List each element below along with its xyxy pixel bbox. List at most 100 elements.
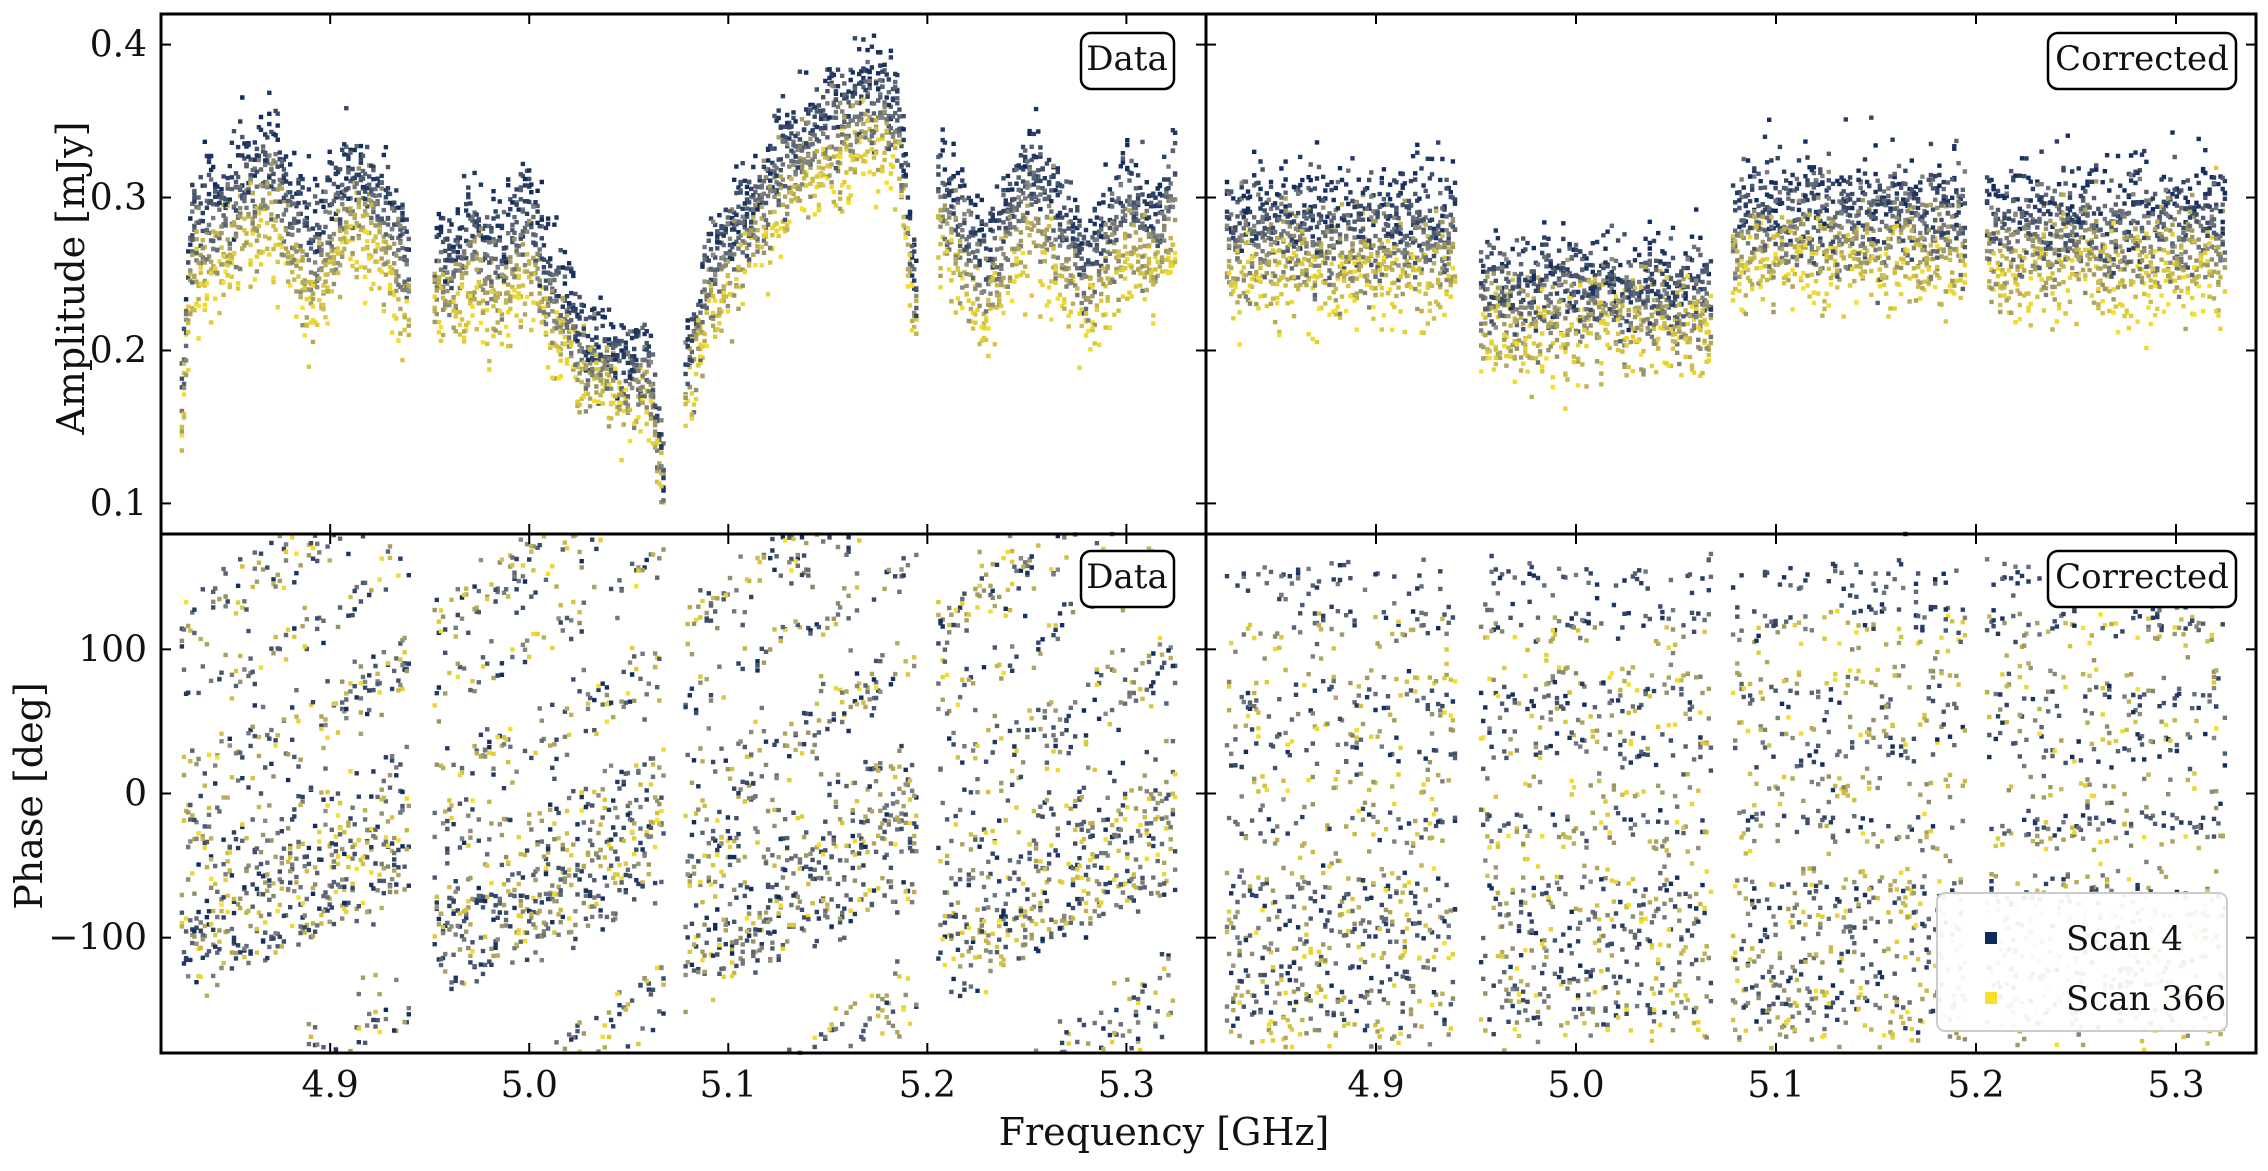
scatter-point-group <box>198 647 1130 980</box>
scatter-point-group <box>1012 246 1017 252</box>
scatter-point-group <box>358 538 788 875</box>
scatter-point-group <box>190 249 195 254</box>
scatter-point-group <box>1856 200 2219 241</box>
scatter-point-group <box>1352 701 1522 837</box>
scatter-point-group <box>592 682 1106 942</box>
scatter-point-group <box>292 591 1110 947</box>
x-tick-label: 4.9 <box>1347 1065 1404 1106</box>
scatter-point-group <box>1224 576 1912 1005</box>
scatter-point-group <box>476 588 1067 1054</box>
scatter-point-group <box>1262 839 1494 950</box>
y-tick-label: 0 <box>124 774 147 815</box>
scatter-point-group <box>818 1032 824 1037</box>
scatter-point-group <box>1516 999 1522 1004</box>
scatter-point-group <box>217 565 984 952</box>
scatter-point-group <box>1941 571 1946 576</box>
scatter-point-group <box>1306 672 1614 718</box>
scatter-point-group <box>2002 831 2007 836</box>
scatter-point-group <box>1850 237 1855 242</box>
scatter-point-group <box>1237 604 1753 1015</box>
scatter-point-group <box>396 678 401 683</box>
scatter-point-group <box>1304 650 1802 1022</box>
scatter-point-group <box>1698 346 1703 351</box>
scatter-point-group <box>1796 586 1802 591</box>
scatter-point-group <box>1561 272 1566 278</box>
scatter-point-group <box>1926 280 1931 286</box>
scatter-point-group <box>238 206 1050 290</box>
scatter-point-group <box>1620 299 1625 304</box>
scatter-point-group <box>186 565 1178 929</box>
scatter-point-group <box>2035 888 2040 893</box>
scatter-point-group <box>1843 909 1848 914</box>
scatter-point-group <box>263 568 1004 925</box>
scatter-point-group <box>331 630 1028 919</box>
scatter-point-group <box>1775 715 1780 721</box>
scatter-point-group <box>1350 168 2142 312</box>
scatter-point-group <box>1249 1040 1255 1045</box>
scatter-point-group <box>1962 615 1968 620</box>
panel-tag-phase-corrected: Corrected <box>2046 549 2238 609</box>
scatter-point-group <box>298 106 1039 292</box>
scatter-point-group <box>1807 240 1812 246</box>
scatter-point-group <box>629 368 635 373</box>
scatter-point-group <box>859 134 864 140</box>
scatter-point-group <box>233 623 993 1040</box>
scatter-point-group <box>1293 171 2092 244</box>
scatter-point-group <box>2214 262 2219 267</box>
scatter-point-group <box>1155 233 1160 238</box>
scatter-point-group <box>646 605 1134 953</box>
scatter-point-group <box>434 587 1137 1007</box>
x-tick-label: 5.2 <box>899 1065 956 1106</box>
scatter-point-group <box>1628 929 1633 934</box>
scatter-point-group <box>223 560 1065 951</box>
panel-frame-amp-corrected <box>1204 12 2258 536</box>
scatter-point-group <box>1262 198 2199 364</box>
scatter-point-group <box>1573 671 1953 800</box>
scatter-point-group <box>506 759 726 935</box>
scatter-point-group <box>190 209 195 214</box>
scatter-point-group <box>738 554 832 724</box>
scatter-point-group <box>283 701 1128 902</box>
scatter-point-group <box>1289 244 2177 369</box>
scatter-point-group <box>240 536 1071 1036</box>
scatter-point-group <box>489 296 494 302</box>
scatter-point-group <box>229 584 597 955</box>
scatter-point-group <box>240 594 1045 944</box>
scatter-point-group <box>265 688 974 989</box>
scatter-point-group <box>1033 846 1039 851</box>
scatter-point-group <box>250 532 1078 945</box>
scatter-point-group <box>321 578 1100 902</box>
scatter-point-group <box>298 560 1095 911</box>
x-tick-label: 5.3 <box>1098 1065 1155 1106</box>
scatter-point-group <box>342 206 995 307</box>
scatter-point-group <box>685 872 690 877</box>
scatter-point-group <box>2135 319 2140 324</box>
scatter-point-group <box>275 646 1178 1003</box>
scatter-point-group <box>438 646 1002 943</box>
scatter-point-group <box>1245 237 2195 378</box>
scatter-point-group <box>1327 635 2158 890</box>
scatter-point-group <box>2211 685 2217 691</box>
scatter-point-group <box>564 153 1093 362</box>
scatter-point-group <box>188 587 1039 1023</box>
scatter-point-group <box>1304 258 2051 273</box>
scatter-point-group <box>294 167 1178 399</box>
scatter-point-group <box>1569 273 1574 279</box>
scatter-point-group <box>369 588 855 813</box>
scatter-point-group <box>632 698 637 703</box>
y-axis-title-amplitude: Amplitude [mJy] <box>49 121 93 435</box>
scatter-point-group <box>325 208 1163 409</box>
scatter-point-group <box>1499 177 2066 328</box>
scatter-point-group <box>235 556 1132 967</box>
scatter-point-group <box>611 378 616 383</box>
x-tick-label: 5.1 <box>1747 1065 1804 1106</box>
scatter-point-group <box>342 555 870 1011</box>
scatter-point-group <box>1239 610 1831 987</box>
scatter-point-group <box>1285 844 1667 920</box>
scatter-point-group <box>213 182 218 187</box>
scatter-point-group <box>1247 200 2160 298</box>
scatter-point-group <box>1769 879 1897 983</box>
scatter-point-group <box>1249 906 2020 998</box>
x-tick-label: 5.3 <box>2147 1065 2204 1106</box>
scatter-point-group <box>275 559 1084 1039</box>
